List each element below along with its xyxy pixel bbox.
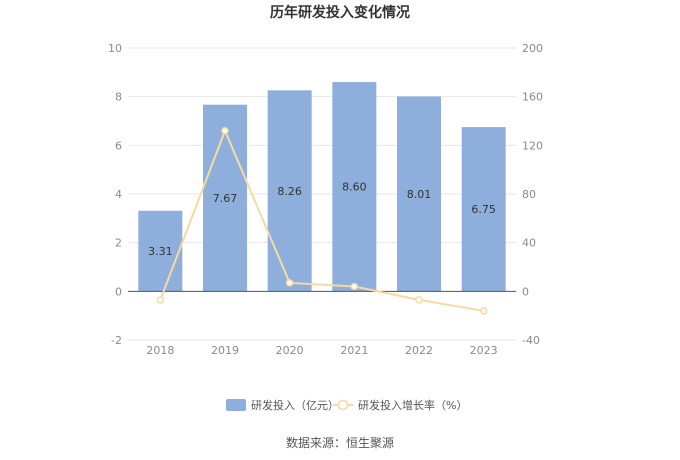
x-tick-label: 2019 [211,344,239,357]
axes: -2 0 2 4 6 8 10 -40 0 40 80 120 160 200 2018 2019 2020 20… [108,42,543,357]
y-right-tick-label: 120 [522,139,543,152]
growth-rate-point [350,282,359,291]
bar-value-label: 3.31 [148,245,173,258]
chart-title: 历年研发投入变化情况 [270,4,410,21]
bar-value-label: 7.67 [213,192,238,205]
y-right-tick-label: 0 [522,285,529,298]
y-left-tick-label: 0 [115,285,122,298]
bar-series [138,82,506,292]
legend: 研发投入（亿元） 研发投入增长率（%） [226,398,467,412]
y-right-tick-label: 160 [522,91,543,104]
y-left-tick-label: 8 [115,91,122,104]
growth-rate-point [221,126,229,135]
data-labels: 3.31 7.67 8.26 8.60 8.01 6.75 [148,181,496,258]
y-right-tick-label: 200 [522,42,543,55]
growth-rate-point [415,296,423,304]
bar [397,96,441,292]
data-source-note: 数据来源：恒生聚源 [286,435,394,450]
x-tick-label: 2020 [276,344,304,357]
gridlines [128,47,516,341]
legend-label-bar[interactable]: 研发投入（亿元） [251,398,339,412]
legend-swatch-bar[interactable] [226,399,246,411]
y-right-tick-label: -40 [522,334,540,347]
growth-rate-point [479,307,488,315]
bar [461,127,506,292]
y-right-tick-label: 80 [522,188,536,201]
y-left-tick-label: 6 [115,139,122,152]
y-left-tick-label: 2 [115,237,122,250]
bar-value-label: 8.01 [407,188,432,201]
bar-value-label: 8.60 [342,181,367,194]
growth-rate-point [285,279,294,287]
y-left-tick-label: 10 [108,42,122,55]
legend-label-line[interactable]: 研发投入增长率（%） [358,398,467,412]
y-left-tick-label: -2 [111,334,122,347]
y-left-tick-label: 4 [115,188,122,201]
x-tick-label: 2021 [340,344,368,357]
bar [138,210,183,292]
x-tick-label: 2023 [470,344,498,357]
growth-rate-line [159,128,484,312]
growth-rate-point [156,296,165,304]
y-right-tick-label: 40 [522,237,536,250]
x-tick-label: 2022 [405,344,433,357]
bar [267,90,312,292]
x-tick-label: 2018 [146,344,174,357]
legend-marker-line[interactable] [337,399,349,411]
bar-value-label: 8.26 [277,185,302,198]
bar [332,82,377,292]
line-series [156,126,488,315]
bar [203,104,247,292]
bar-value-label: 6.75 [471,203,496,216]
